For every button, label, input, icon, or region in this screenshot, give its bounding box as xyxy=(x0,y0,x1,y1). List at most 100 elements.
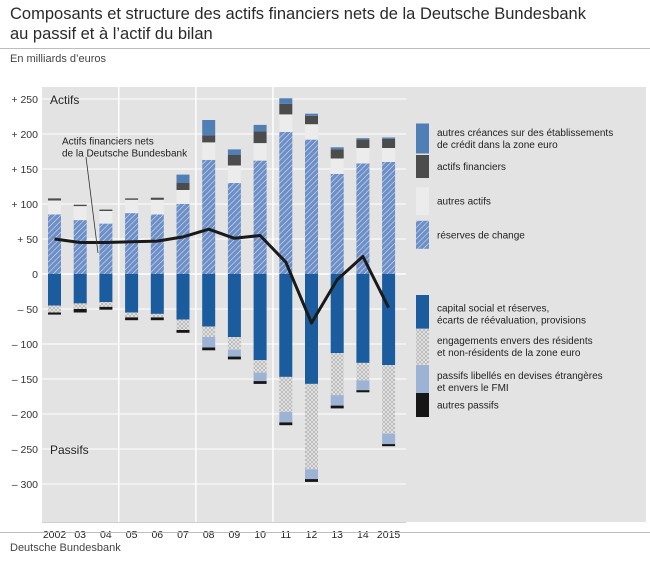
bar-segment xyxy=(356,138,370,140)
x-tick-label: 11 xyxy=(280,529,291,541)
bar-segment xyxy=(305,469,318,480)
bar-segment xyxy=(253,124,267,132)
bar-segment xyxy=(253,160,267,274)
bar-segment xyxy=(48,305,61,313)
bar-segment xyxy=(48,200,61,215)
legend-swatch xyxy=(416,155,429,178)
bar-segment xyxy=(279,131,293,274)
bar-segment xyxy=(227,165,241,183)
bar-segment xyxy=(125,312,139,318)
legend-swatch xyxy=(416,220,429,249)
x-tick-label: 06 xyxy=(151,529,163,541)
legend-swatch xyxy=(416,365,429,398)
bar-segment xyxy=(176,204,190,274)
bar-segment xyxy=(279,103,293,115)
bar-segment xyxy=(305,139,318,274)
bar-segment xyxy=(305,113,318,116)
bar-segment xyxy=(202,135,216,143)
legend-label: capital social et réserves, xyxy=(437,304,549,315)
y-tick-label: – 300 xyxy=(12,479,38,491)
bar-segment xyxy=(356,380,370,391)
bar-segment xyxy=(99,211,113,224)
bar-segment xyxy=(330,158,344,174)
bar-segment xyxy=(382,274,396,365)
bar-segment xyxy=(356,390,370,393)
bar-segment xyxy=(253,143,267,161)
bar-segment xyxy=(176,174,190,183)
bar-segment xyxy=(330,274,344,354)
bar-segment xyxy=(253,372,267,382)
y-tick-label: – 100 xyxy=(12,339,38,351)
bar-segment xyxy=(202,337,216,348)
bar-segment xyxy=(227,149,241,155)
chart-subtitle: En milliards d’euros xyxy=(10,53,106,65)
bar-segment xyxy=(99,274,113,302)
bar-segment xyxy=(356,163,370,274)
bar-segment xyxy=(330,353,344,396)
bar-segment xyxy=(73,206,87,221)
legend-label: autres passifs xyxy=(437,401,499,412)
bar-segment xyxy=(150,197,164,200)
bar-segment xyxy=(227,183,241,274)
bar-segment xyxy=(125,198,139,200)
bar-segment xyxy=(125,317,139,321)
actifs-label: Actifs xyxy=(50,93,79,107)
y-tick-label: + 250 xyxy=(11,94,38,106)
bar-segment xyxy=(176,274,190,320)
bar-segment xyxy=(356,148,370,164)
bar-segment xyxy=(279,411,293,423)
legend-label: actifs financiers xyxy=(437,162,506,173)
bar-segment xyxy=(382,433,396,445)
bar-segment xyxy=(382,148,396,162)
legend-label: de crédit dans la zone euro xyxy=(437,140,558,151)
bar-segment xyxy=(253,381,267,384)
bar-segment xyxy=(227,337,241,350)
legend-swatch xyxy=(416,328,429,365)
bar-segment xyxy=(330,405,344,409)
line-annotation: de la Deutsche Bundesbank xyxy=(62,149,188,160)
annotation-leader xyxy=(85,157,99,254)
bar-segment xyxy=(150,199,164,215)
bar-segment xyxy=(202,159,216,274)
x-tick-label: 13 xyxy=(331,529,343,541)
bar-segment xyxy=(176,190,190,204)
bar-segment xyxy=(356,274,370,363)
bar-segment xyxy=(382,137,396,139)
bar-segment xyxy=(176,183,190,190)
footer-divider xyxy=(0,532,650,533)
source-note: Deutsche Bundesbank xyxy=(10,542,121,554)
x-tick-label: 04 xyxy=(100,529,112,541)
bar-segment xyxy=(176,319,190,330)
x-tick-label: 10 xyxy=(254,529,266,541)
bar-segment xyxy=(99,223,113,274)
legend-label: engagements envers des résidents xyxy=(437,336,593,347)
net-assets-line xyxy=(54,227,390,325)
y-tick-label: + 100 xyxy=(11,199,38,211)
bar-segment xyxy=(48,198,61,201)
bar-segment xyxy=(99,209,113,211)
bar-segment xyxy=(382,444,396,447)
legend-swatch xyxy=(416,123,429,154)
bar-segment xyxy=(73,220,87,274)
bar-segment xyxy=(73,274,87,304)
legend-area xyxy=(406,87,646,522)
bar-segment xyxy=(48,274,61,306)
legend-label: réserves de change xyxy=(437,230,525,241)
y-tick-label: – 150 xyxy=(12,374,38,386)
bar-segment xyxy=(305,115,318,125)
bar-segment xyxy=(279,376,293,412)
bar-segment xyxy=(356,139,370,148)
bar-segment xyxy=(279,274,293,377)
bar-segment xyxy=(330,147,344,150)
x-tick-label: 05 xyxy=(126,529,138,541)
legend-label: autres créances sur des établissements xyxy=(437,128,613,139)
bar-segment xyxy=(48,312,61,315)
x-tick-label: 2002 xyxy=(43,529,67,541)
bar-segment xyxy=(202,274,216,327)
legend-swatch xyxy=(416,393,429,417)
y-tick-label: – 50 xyxy=(18,304,39,316)
bar-segment xyxy=(73,303,87,309)
legend-label: et envers le FMI xyxy=(437,383,509,394)
y-tick-label: + 50 xyxy=(17,234,38,246)
bar-segment xyxy=(253,360,267,373)
